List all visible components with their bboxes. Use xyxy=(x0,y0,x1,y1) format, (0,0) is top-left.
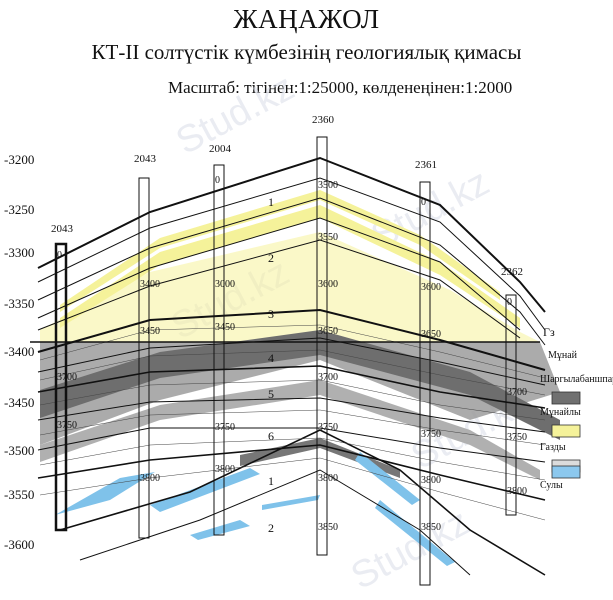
well-name: 2004 xyxy=(209,143,232,155)
legend-label: Газды xyxy=(540,442,566,453)
well-depth-label: 3550 xyxy=(318,232,338,243)
well-depth-label: 3800 xyxy=(421,475,441,486)
zone-number: 6 xyxy=(268,429,274,443)
well-depth-label: 3800 xyxy=(318,473,338,484)
well-depth-label: 3750 xyxy=(507,432,527,443)
legend-swatch xyxy=(551,424,581,438)
well-depth-label: 3800 xyxy=(140,473,160,484)
well-depth-label: 0 xyxy=(215,175,220,186)
watermark-text: Stud.kz xyxy=(345,501,477,598)
legend: Шаргылабаншпар Мұнайлы Газды Сулы xyxy=(540,374,613,491)
horizon-lines xyxy=(37,156,546,576)
well-depth-label: 3800 xyxy=(215,464,235,475)
well-depth-label: 3450 xyxy=(140,326,160,337)
diagram-title: ЖАҢАЖОЛ xyxy=(233,4,380,34)
depth-axis: -3200 -3250 -3300 -3350 -3400 -3450 -3500 -3550… xyxy=(4,152,34,552)
well-name: 2360 xyxy=(312,114,335,126)
oil-label: Мұнай xyxy=(548,350,578,361)
well-depth-label: 3700 xyxy=(318,372,338,383)
well-depth-label: 3700 xyxy=(57,372,77,383)
well-depth-label: 3800 xyxy=(507,486,527,497)
depth-tick-label: -3550 xyxy=(4,487,34,502)
well-depth-label: 0 xyxy=(507,297,512,308)
well-depth-label: 3650 xyxy=(421,329,441,340)
well-name: 2362 xyxy=(501,266,523,278)
zone-number: 3 xyxy=(268,307,274,321)
well-depth-label: 3750 xyxy=(421,429,441,440)
watermark-text: Stud.kz xyxy=(170,66,302,163)
legend-label: Шаргылабаншпар xyxy=(540,374,613,385)
well-depth-label: 3750 xyxy=(318,422,338,433)
well-bore xyxy=(54,242,68,532)
water-zone xyxy=(55,452,455,566)
legend-item: Сулы xyxy=(540,465,581,491)
depth-tick-label: -3600 xyxy=(4,537,34,552)
well-depth-label: 3600 xyxy=(318,279,338,290)
depth-tick-label: -3250 xyxy=(4,202,34,217)
legend-swatch xyxy=(551,391,581,405)
well-depth-label: 0 xyxy=(421,197,426,208)
well: 2004 0 3000 3450 3750 3800 xyxy=(209,143,235,536)
depth-tick-label: -3400 xyxy=(4,344,34,359)
depth-tick-label: -3200 xyxy=(4,152,34,167)
well-bore xyxy=(213,164,225,536)
legend-item: Мұнайлы xyxy=(540,407,581,438)
zone-number: 2 xyxy=(268,521,274,535)
oil-zone xyxy=(40,190,540,342)
well-bore xyxy=(316,136,328,556)
legend-swatch xyxy=(551,465,581,479)
well-name: 2043 xyxy=(51,223,74,235)
gas-contact-label: Гз xyxy=(543,325,555,339)
well-depth-label: 0 xyxy=(57,250,62,261)
well: 2361 0 3600 3650 3750 3800 3850 xyxy=(415,159,441,586)
scale-note: Масштаб: тігінен:1:25000, көлденеңінен:1… xyxy=(168,78,513,97)
well-depth-label: 3700 xyxy=(507,387,527,398)
well: 2360 3500 3550 3600 3650 3700 3750 3800 3850 xyxy=(312,114,338,556)
legend-label: Сулы xyxy=(540,480,563,491)
well-bore xyxy=(505,294,517,516)
zone-number: 4 xyxy=(268,351,274,365)
depth-tick-label: -3350 xyxy=(4,296,34,311)
well-depth-label: 3750 xyxy=(57,420,77,431)
well-depth-label: 3450 xyxy=(215,322,235,333)
zone-number: 1 xyxy=(268,195,274,209)
well-name: 2043 xyxy=(134,153,157,165)
zone-number: 5 xyxy=(268,387,274,401)
well: 2043 3400 3450 3800 xyxy=(134,153,160,539)
well-bore xyxy=(419,181,431,586)
thin-layer-lines xyxy=(39,324,546,521)
well: 2362 0 3700 3750 3800 xyxy=(501,266,527,516)
well-name: 2361 xyxy=(415,159,437,171)
zone-numbers: 1 2 3 4 5 6 1 2 xyxy=(268,195,274,535)
legend-item: Шаргылабаншпар xyxy=(540,374,613,405)
well-depth-label: 3750 xyxy=(215,422,235,433)
well-depth-label: 3000 xyxy=(215,279,235,290)
well-depth-label: 3850 xyxy=(421,522,441,533)
diagram-subtitle: КТ-II солтүстік күмбезінің геологиялық қ… xyxy=(91,40,522,64)
well-depth-label: 3650 xyxy=(318,326,338,337)
well: 2043 0 3700 3750 xyxy=(51,223,77,532)
zone-number: 1 xyxy=(268,474,274,488)
well-depth-label: 3500 xyxy=(318,180,338,191)
well-depth-label: 3400 xyxy=(140,279,160,290)
depth-tick-label: -3300 xyxy=(4,245,34,260)
wells: 2043037003750204334003450380020040300034… xyxy=(51,114,527,586)
zone-number: 2 xyxy=(268,251,274,265)
depth-tick-label: -3500 xyxy=(4,443,34,458)
legend-label: Мұнайлы xyxy=(540,407,581,418)
well-depth-label: 3600 xyxy=(421,282,441,293)
well-bore xyxy=(138,177,150,539)
depth-tick-label: -3450 xyxy=(4,395,34,410)
well-depth-label: 3850 xyxy=(318,522,338,533)
